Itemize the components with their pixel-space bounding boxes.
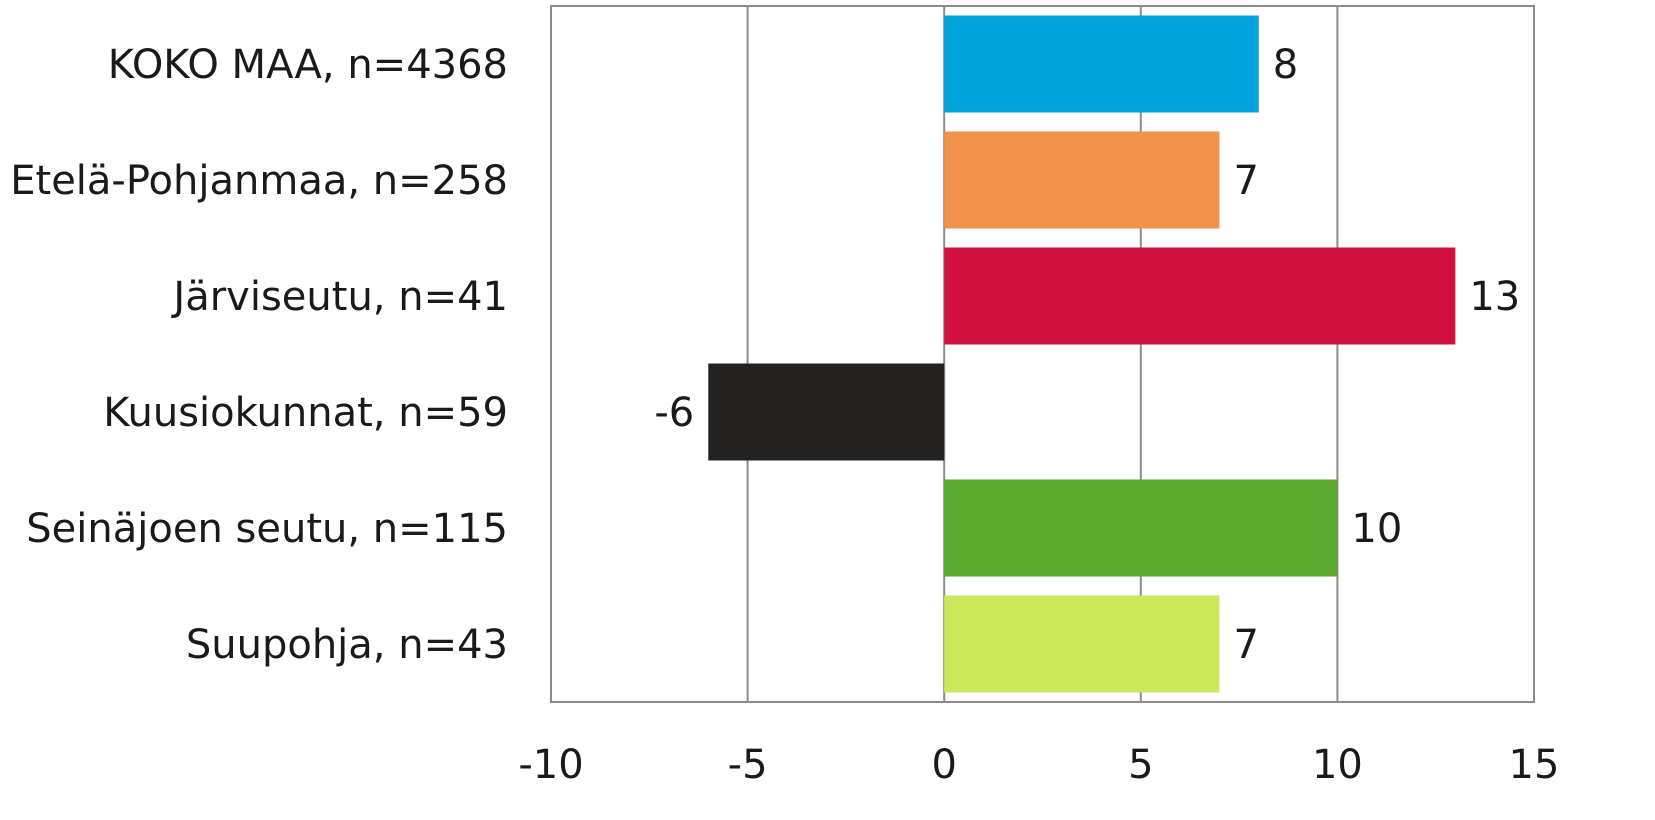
data-labels: 8 7 13 -6 10 7 <box>654 42 1520 668</box>
data-label: -6 <box>654 390 694 436</box>
category-label: Suupohja, n=43 <box>186 622 508 668</box>
bar <box>944 247 1456 345</box>
category-label: Kuusiokunnat, n=59 <box>103 390 508 436</box>
bar <box>944 479 1338 577</box>
x-tick-label: -10 <box>518 742 583 788</box>
data-label: 10 <box>1351 506 1402 552</box>
data-label: 7 <box>1233 622 1258 668</box>
x-tick-label: 10 <box>1312 742 1363 788</box>
x-tick-label: 0 <box>931 742 956 788</box>
bar <box>944 15 1259 113</box>
x-axis-tick-labels: -10 -5 0 5 10 15 <box>518 742 1559 788</box>
category-label: Etelä-Pohjanmaa, n=258 <box>10 158 508 204</box>
category-labels: KOKO MAA, n=4368 Etelä-Pohjanmaa, n=258 Jä… <box>10 42 508 668</box>
bar <box>944 131 1220 229</box>
data-label: 8 <box>1273 42 1298 88</box>
plot-area-border <box>550 5 1535 703</box>
bar <box>944 595 1220 693</box>
data-label: 13 <box>1469 274 1520 320</box>
category-label: Seinäjoen seutu, n=115 <box>26 506 508 552</box>
gridlines <box>746 6 1339 702</box>
data-label: 7 <box>1233 158 1258 204</box>
x-tick-label: -5 <box>728 742 768 788</box>
bars <box>708 15 1456 693</box>
x-tick-label: 15 <box>1509 742 1560 788</box>
category-label: Järviseutu, n=41 <box>170 274 508 320</box>
bar <box>708 363 945 461</box>
x-tick-label: 5 <box>1128 742 1153 788</box>
category-label: KOKO MAA, n=4368 <box>108 42 508 88</box>
